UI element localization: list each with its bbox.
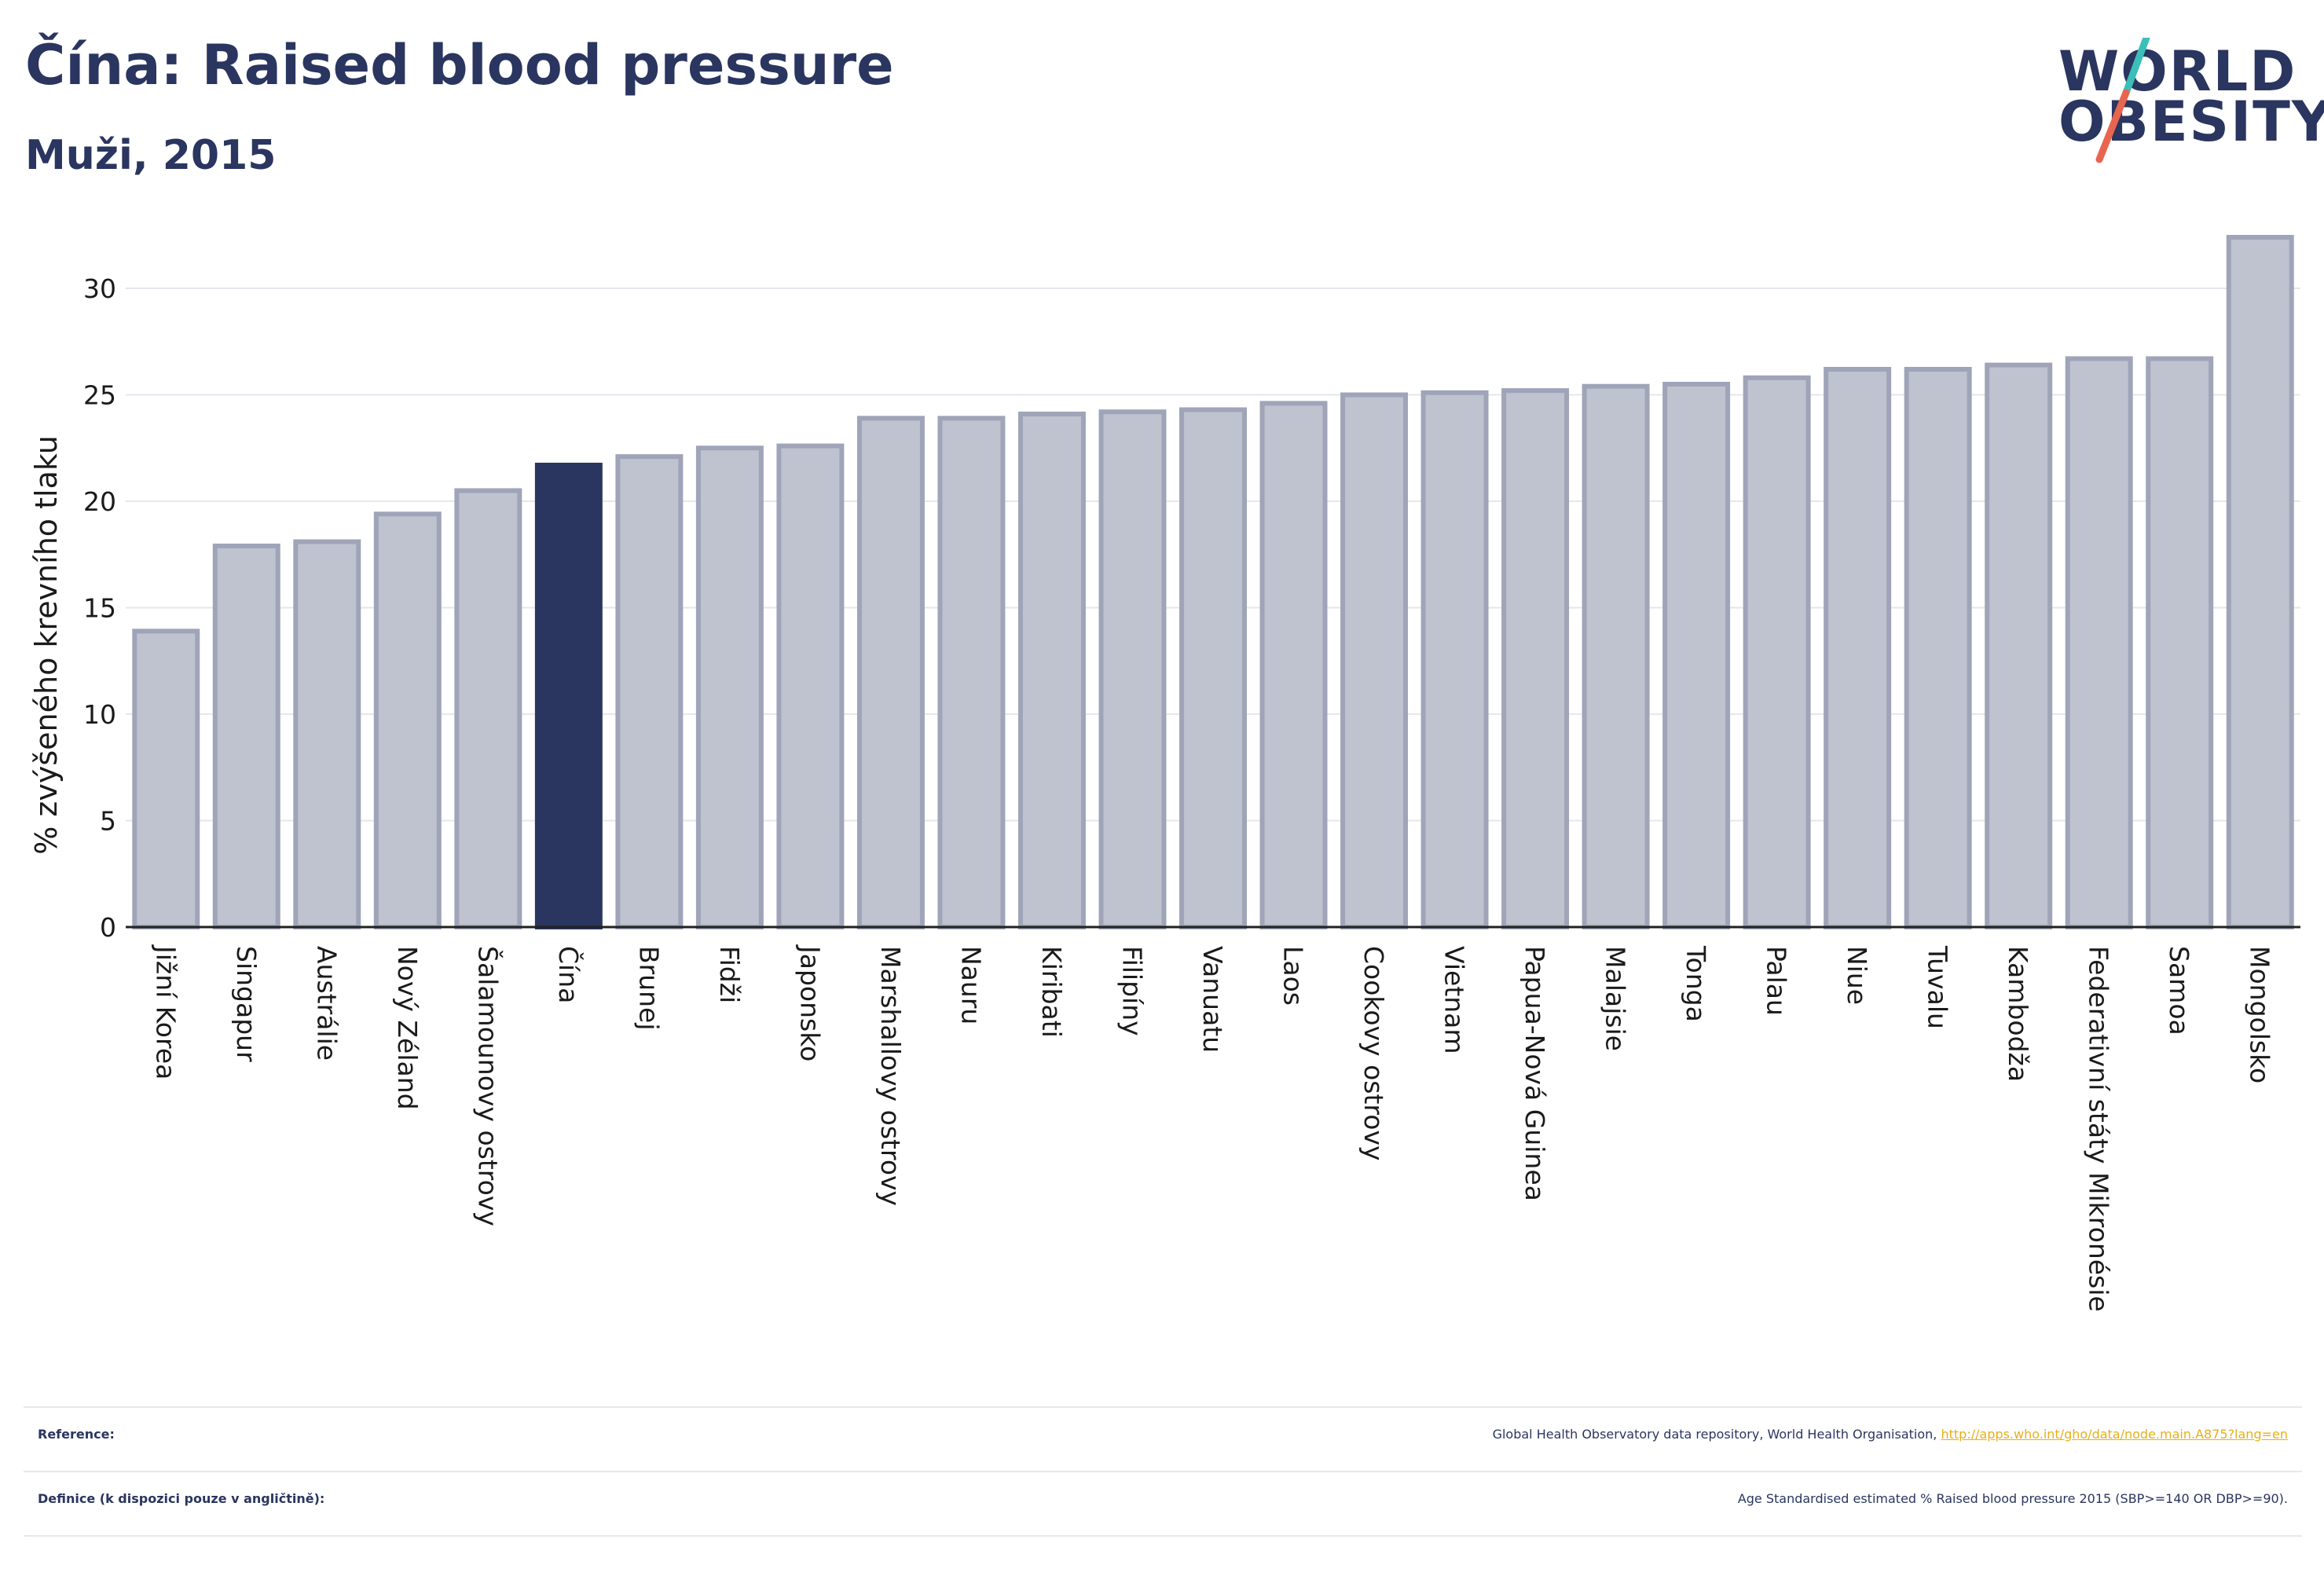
bar[interactable]: [1179, 407, 1247, 929]
y-tick-label: 0: [100, 912, 116, 943]
x-tick-label: Fidži: [714, 946, 745, 1003]
bar[interactable]: [1017, 411, 1086, 929]
definition-label: Definice (k dispozici pouze v angličtině…: [38, 1491, 325, 1506]
bar[interactable]: [2226, 235, 2294, 929]
x-tick-label: Vanuatu: [1197, 946, 1228, 1053]
x-tick-label: Marshallovy ostrovy: [875, 946, 906, 1206]
x-tick-label: Šalamounovy ostrovy: [472, 946, 504, 1226]
bar[interactable]: [1824, 367, 1892, 930]
bar[interactable]: [615, 454, 684, 929]
bar[interactable]: [1582, 383, 1650, 929]
bar[interactable]: [293, 539, 361, 929]
bar[interactable]: [695, 445, 764, 929]
x-tick-label: Samoa: [2164, 946, 2194, 1035]
reference-row: Reference: Global Health Observatory dat…: [24, 1406, 2302, 1471]
x-tick-label: Malajsie: [1600, 946, 1631, 1051]
y-tick-label: 25: [83, 380, 116, 411]
x-tick-label: Cookovy ostrovy: [1358, 946, 1389, 1161]
logo-text-world: WORLD: [2058, 39, 2297, 104]
x-tick-label: Nový Zéland: [392, 946, 423, 1110]
bars: [132, 235, 2294, 930]
y-tick-label: 10: [83, 699, 116, 730]
x-tick-label: Niue: [1842, 946, 1872, 1005]
x-tick-label: Čína: [553, 946, 585, 1003]
reference-text: Global Health Observatory data repositor…: [1492, 1427, 1937, 1442]
bar[interactable]: [937, 416, 1006, 929]
bar[interactable]: [1420, 390, 1489, 929]
bar[interactable]: [856, 416, 925, 929]
x-tick-label: Mongolsko: [2245, 946, 2275, 1083]
reference-value: Global Health Observatory data repositor…: [1493, 1427, 2288, 1442]
bar[interactable]: [1340, 392, 1409, 929]
bar-highlighted[interactable]: [534, 462, 603, 929]
x-tick-label: Japonsko: [794, 944, 825, 1061]
bar[interactable]: [1904, 367, 1972, 930]
y-axis-label: % zvýšeného krevního tlaku: [29, 435, 64, 855]
definition-text: Age Standardised estimated % Raised bloo…: [1737, 1491, 2288, 1506]
reference-label: Reference:: [38, 1427, 115, 1442]
bar[interactable]: [1501, 388, 1570, 930]
bar[interactable]: [373, 511, 442, 929]
logo-slash-icon: [2095, 38, 2150, 163]
bar[interactable]: [1259, 401, 1328, 929]
logo-text-obesity: OBESITY: [2058, 90, 2324, 154]
bar[interactable]: [2065, 356, 2133, 929]
world-obesity-logo: WORLD OBESITY: [2058, 38, 2324, 171]
x-tick-label: Papua-Nová Guinea: [1519, 946, 1550, 1201]
x-tick-label: Kiribati: [1036, 946, 1067, 1038]
bar[interactable]: [1098, 409, 1167, 929]
x-tick-label: Palau: [1761, 946, 1792, 1016]
definition-row: Definice (k dispozici pouze v angličtině…: [24, 1471, 2302, 1537]
x-tick-label: Austrálie: [311, 946, 342, 1061]
x-tick-label: Filipíny: [1116, 946, 1147, 1036]
x-tick-label: Laos: [1278, 946, 1309, 1006]
y-tick-label: 15: [83, 593, 116, 624]
reference-link[interactable]: http://apps.who.int/gho/data/node.main.A…: [1941, 1427, 2288, 1442]
bar[interactable]: [132, 629, 200, 929]
bar[interactable]: [1662, 381, 1731, 929]
bar[interactable]: [1743, 375, 1811, 929]
bar[interactable]: [2146, 356, 2214, 929]
y-tick-label: 30: [83, 273, 116, 304]
x-tick-label: Vietnam: [1439, 946, 1470, 1054]
bar[interactable]: [1985, 362, 2053, 929]
x-tick-label: Singapur: [231, 946, 262, 1062]
axes: 0 5 10 15 20 25 30 Jižní Korea Singapur Austrálie…: [83, 273, 2300, 1312]
bar[interactable]: [454, 488, 522, 929]
x-tick-label: Nauru: [955, 946, 986, 1024]
y-tick-label: 5: [100, 806, 116, 837]
bar[interactable]: [212, 543, 280, 930]
x-tick-label: Brunej: [633, 946, 664, 1031]
bar[interactable]: [776, 443, 845, 929]
bar-chart: 0 5 10 15 20 25 30 Jižní Korea Singapur Austrálie…: [29, 235, 2300, 1312]
x-tick-label: Tuvalu: [1923, 945, 1953, 1029]
x-tick-label: Jižní Korea: [150, 944, 181, 1079]
x-tick-label: Federativní státy Mikronésie: [2084, 946, 2114, 1312]
chart-title: Čína: Raised blood pressure: [25, 33, 894, 97]
y-tick-label: 20: [83, 486, 116, 517]
chart-subtitle: Muži, 2015: [25, 132, 277, 179]
x-tick-label: Kambodža: [2003, 946, 2033, 1082]
x-tick-label: Tonga: [1681, 945, 1711, 1022]
